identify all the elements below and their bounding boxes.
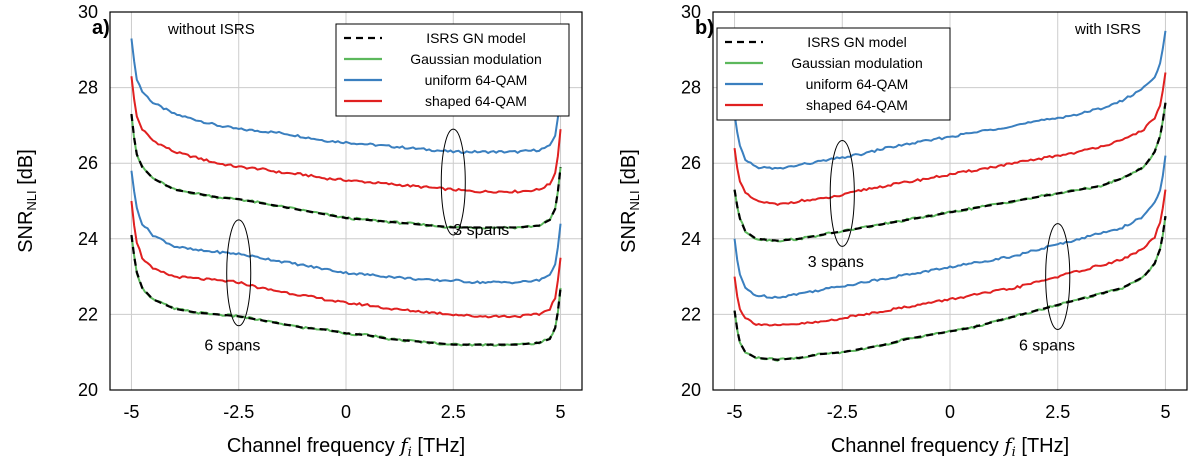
series-line-uniform-64-qam-3-spans — [130, 38, 562, 155]
series-line-isrs-gn-model-6-spans — [130, 234, 562, 346]
y-tick-label: 30 — [681, 2, 701, 22]
series-line-uniform-64-qam-6-spans — [130, 170, 562, 285]
x-tick-label: 5 — [1160, 402, 1170, 422]
y-tick-label: 26 — [681, 153, 701, 173]
x-axis-label-unit: [THz] — [412, 435, 465, 457]
series-group — [130, 38, 562, 347]
x-axis-label-sub: i — [408, 445, 412, 460]
span-group-ellipse — [1045, 223, 1071, 331]
y-tick-label: 24 — [78, 229, 98, 249]
condition-annotation: with ISRS — [1074, 21, 1141, 38]
y-axis-label: SNRNLI [dB] — [15, 149, 39, 253]
series-line-shaped-64-qam-6-spans — [130, 200, 562, 319]
y-tick-label: 20 — [78, 380, 98, 400]
legend-label-isrs-gn-model: ISRS GN model — [807, 34, 907, 50]
panel-a: -5 -2.5 0 2.5 5 20 22 24 26 28 30 Channel frequency… — [15, 2, 583, 460]
legend-label-shaped-64-qam: shaped 64-QAM — [806, 97, 908, 113]
x-tick-label: -2.5 — [827, 402, 858, 422]
y-axis-label-main: SNR — [15, 211, 37, 253]
span-group-ellipse — [440, 128, 466, 236]
plot-frame — [109, 11, 583, 391]
span-group-ellipse — [226, 219, 252, 327]
x-axis-label-prefix: Channel frequency — [831, 435, 1004, 457]
legend: ISRS GN model Gaussian modulation uniform … — [335, 23, 570, 117]
x-tick-label: 2.5 — [1045, 402, 1070, 422]
x-axis-label-unit: [THz] — [1016, 435, 1069, 457]
span-annotation: 6 spans — [1019, 337, 1075, 354]
span-annotation: 3 spans — [808, 254, 864, 271]
series-line-isrs-gn-model-3-spans — [130, 113, 562, 229]
plot-frame — [712, 11, 1188, 391]
y-tick-label: 26 — [78, 153, 98, 173]
x-tick-label: 2.5 — [441, 402, 466, 422]
series-line-shaped-64-qam-3-spans — [130, 76, 562, 194]
y-axis-label: SNRNLI [dB] — [618, 149, 642, 253]
y-tick-label: 22 — [78, 304, 98, 324]
x-axis-label: Channel frequency fi [THz] — [831, 433, 1069, 460]
legend-label-gaussian-modulation: Gaussian modulation — [791, 55, 923, 71]
series-line-isrs-gn-model-3-spans — [733, 102, 1167, 242]
y-tick-label: 24 — [681, 229, 701, 249]
legend-label-shaped-64-qam: shaped 64-QAM — [425, 93, 527, 109]
legend-label-uniform-64-qam: uniform 64-QAM — [425, 72, 528, 88]
legend-label-uniform-64-qam: uniform 64-QAM — [806, 76, 909, 92]
y-axis-label-main: SNR — [618, 211, 640, 253]
y-axis-label-sub: NLI — [627, 190, 642, 210]
y-tick-label: 20 — [681, 380, 701, 400]
legend-label-gaussian-modulation: Gaussian modulation — [410, 51, 542, 67]
x-axis-label-sub: i — [1012, 445, 1016, 460]
span-annotation: 3 spans — [453, 222, 509, 239]
condition-annotation: without ISRS — [167, 21, 255, 38]
x-tick-label: 0 — [341, 402, 351, 422]
x-tick-label: 0 — [945, 402, 955, 422]
legend: ISRS GN model Gaussian modulation uniform … — [716, 27, 951, 121]
series-line-shaped-64-qam-3-spans — [733, 72, 1167, 206]
y-axis-label-unit: [dB] — [15, 149, 37, 190]
panel-label: a) — [92, 17, 110, 39]
panel-b: -5 -2.5 0 2.5 5 20 22 24 26 28 30 Channel frequency… — [618, 2, 1188, 460]
panel-label: b) — [695, 17, 714, 39]
x-tick-label: -2.5 — [223, 402, 254, 422]
x-axis-label-prefix: Channel frequency — [227, 435, 400, 457]
y-axis-label-sub: NLI — [24, 190, 39, 210]
x-tick-label: -5 — [123, 402, 139, 422]
series-line-isrs-gn-model-6-spans — [733, 215, 1167, 361]
y-tick-label: 22 — [681, 304, 701, 324]
y-axis-label-unit: [dB] — [618, 149, 640, 190]
span-annotation: 6 spans — [204, 337, 260, 354]
span-group-ellipse — [829, 140, 855, 247]
series-line-uniform-64-qam-6-spans — [733, 155, 1167, 299]
legend-label-isrs-gn-model: ISRS GN model — [426, 30, 526, 46]
x-tick-label: 5 — [556, 402, 566, 422]
y-tick-label: 28 — [78, 78, 98, 98]
series-line-shaped-64-qam-6-spans — [733, 189, 1167, 327]
y-tick-label: 30 — [78, 2, 98, 22]
series-group — [733, 30, 1167, 362]
series-line-uniform-64-qam-3-spans — [733, 30, 1167, 171]
x-tick-label: -5 — [727, 402, 743, 422]
y-tick-label: 28 — [681, 78, 701, 98]
x-axis-label: Channel frequency fi [THz] — [227, 433, 465, 460]
